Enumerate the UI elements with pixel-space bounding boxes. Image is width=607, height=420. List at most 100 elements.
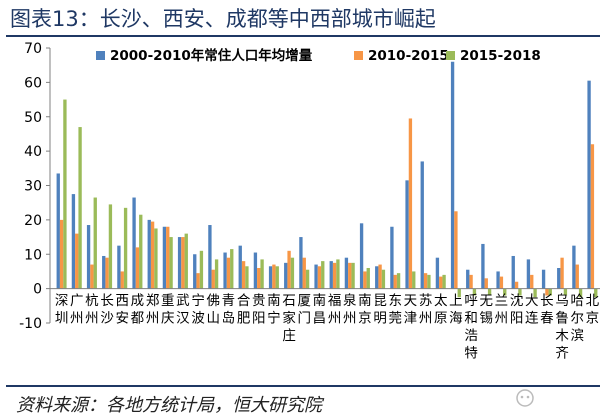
bar-series-3 <box>533 288 537 298</box>
category-label: 西安 <box>116 293 130 327</box>
y-tick-label: 30 <box>24 179 42 195</box>
category-label: 合肥 <box>237 293 251 327</box>
bar-series-1 <box>177 237 182 289</box>
bar-series-3 <box>336 259 340 289</box>
legend-label-2: 2010-2015 <box>368 48 449 64</box>
category-label: 太原 <box>434 293 448 327</box>
category-label: 石家庄 <box>282 293 296 344</box>
legend: 2000-2010年常住人口年均增量 2010-2015 2015-2018 <box>96 47 541 64</box>
bar-series-1 <box>86 225 91 289</box>
bar-series-1 <box>557 268 561 289</box>
bar-series-2 <box>302 257 306 289</box>
bar-series-2 <box>408 118 413 289</box>
bar-series-3 <box>93 197 97 289</box>
y-tick-label: -10 <box>19 316 42 332</box>
bar-series-2 <box>348 262 352 289</box>
bar-series-1 <box>238 245 242 289</box>
y-tick-label: 10 <box>24 247 42 263</box>
bar-series-1 <box>466 269 470 289</box>
category-label: 青岛 <box>222 293 236 327</box>
category-label: 武汉 <box>176 293 190 327</box>
bar-series-3 <box>275 266 279 289</box>
bar-series-2 <box>378 264 382 289</box>
bar-series-2 <box>287 250 291 289</box>
bar-series-3 <box>457 288 461 298</box>
bar-series-1 <box>572 245 576 289</box>
bar-series-3 <box>351 262 355 289</box>
bar-series-3 <box>548 288 552 296</box>
bar-series-1 <box>253 252 258 289</box>
category-label: 北京 <box>586 293 600 327</box>
bar-series-2 <box>423 273 428 289</box>
legend-swatch-3 <box>446 51 455 60</box>
category-label: 南昌 <box>313 293 327 327</box>
category-label: 长春 <box>540 293 554 327</box>
bar-series-2 <box>317 266 322 289</box>
bar-series-2 <box>484 278 488 289</box>
y-tick-label: 40 <box>24 144 42 160</box>
bar-series-2 <box>90 264 94 289</box>
category-label: 广州 <box>70 293 84 327</box>
bar-series-2 <box>363 271 367 289</box>
category-label: 无锡 <box>480 293 494 327</box>
bar-series-3 <box>594 288 598 298</box>
bar-series-1 <box>102 255 106 289</box>
category-label: 沈阳 <box>510 293 524 327</box>
bar-series-1 <box>56 173 60 289</box>
bar-series-3 <box>78 127 82 289</box>
y-tick-label: 60 <box>24 75 42 91</box>
bar-series-3 <box>427 274 431 289</box>
plot-area: -10 0 10 20 30 40 50 60 70 深圳广州杭州长沙西安成都郑州重庆武汉宁波佛山… <box>19 41 600 362</box>
bar-series-1 <box>541 269 546 289</box>
bar-series-2 <box>196 273 200 289</box>
bar-series-2 <box>499 276 504 289</box>
category-label: 苏州 <box>419 293 433 327</box>
y-tick-label: 20 <box>24 213 42 229</box>
bar-series-1 <box>450 61 455 289</box>
category-label: 大连 <box>525 293 539 327</box>
category-label: 重庆 <box>161 293 175 327</box>
bar-series-3 <box>321 261 325 289</box>
bar-series-2 <box>75 233 79 289</box>
bar-series-2 <box>272 264 276 289</box>
bar-series-1 <box>344 257 349 289</box>
bar-series-1 <box>526 259 531 289</box>
bar-series-1 <box>147 219 151 289</box>
bar-series-1 <box>496 271 500 289</box>
bar-series-3 <box>123 207 128 289</box>
figure-footer: 资料来源：各地方统计局，恒大研究院 <box>6 385 600 416</box>
bar-series-1 <box>208 225 212 289</box>
bar-series-1 <box>314 264 318 289</box>
category-label: 郑州 <box>146 293 160 327</box>
bar-series-2 <box>241 261 246 289</box>
bar-series-1 <box>299 237 303 289</box>
bar-series-3 <box>578 288 583 298</box>
bar-series-2 <box>469 274 473 289</box>
wechat-logo-icon <box>516 389 534 407</box>
bar-series-1 <box>193 254 197 289</box>
bar-series-3 <box>230 249 234 289</box>
bar-series-2 <box>393 274 397 289</box>
bar-series-2 <box>181 237 185 289</box>
bar-series-3 <box>472 288 477 296</box>
bar-series-1 <box>390 226 394 289</box>
bar-series-1 <box>375 266 379 289</box>
bar-series-3 <box>260 259 264 289</box>
bar-series-1 <box>117 245 121 289</box>
category-label: 宁波 <box>191 292 205 327</box>
bar-series-1 <box>132 197 136 289</box>
bar-series-2 <box>332 262 337 289</box>
bar-series-1 <box>359 223 364 289</box>
bar-series-1 <box>329 261 333 289</box>
bar-series-3 <box>154 228 158 289</box>
category-label: 东莞 <box>389 293 403 327</box>
bar-series-2 <box>226 257 231 289</box>
bar-series-1 <box>405 180 409 289</box>
bar-series-3 <box>487 288 492 296</box>
bar-series-2 <box>166 226 170 289</box>
category-label: 天津 <box>404 293 418 327</box>
y-tick-label: 50 <box>24 110 42 126</box>
figure-title: 图表13：长沙、西安、成都等中西部城市崛起 <box>10 7 436 31</box>
category-label: 深圳 <box>55 293 69 327</box>
bar-series-3 <box>169 237 173 289</box>
